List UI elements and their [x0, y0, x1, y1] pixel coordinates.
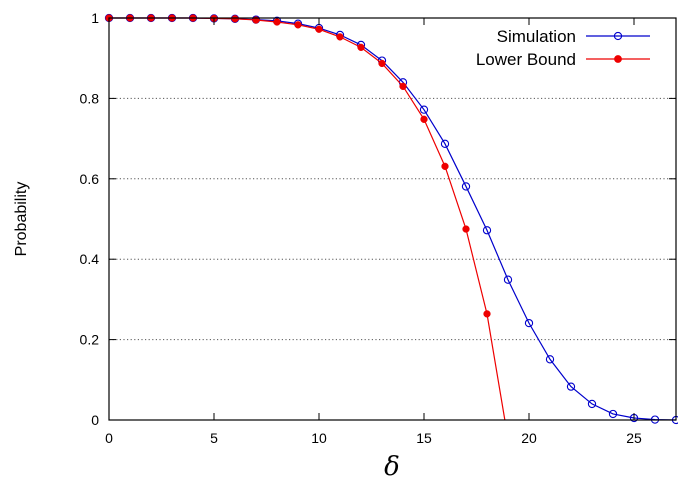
legend-marker [613, 31, 623, 41]
x-tick-label: 10 [311, 430, 327, 446]
x-tick-label: 20 [521, 430, 537, 446]
legend-item: Lower Bound [476, 50, 650, 69]
data-point [608, 409, 618, 419]
data-point [273, 18, 281, 26]
y-tick-label: 0 [91, 412, 99, 428]
data-point [524, 318, 534, 328]
legend-marker [614, 55, 622, 63]
ticks: 00.20.40.60.810 5 10 15 20 25 [80, 10, 676, 446]
legend: Simulation Lower Bound [476, 27, 650, 69]
x-tick-label: 0 [105, 430, 113, 446]
data-point [378, 59, 386, 68]
series-line [109, 17, 506, 421]
x-tick-label: 15 [416, 430, 432, 446]
series-1 [105, 14, 506, 421]
data-point [419, 105, 429, 114]
y-tick-label: 0.4 [80, 251, 100, 267]
data-point [294, 21, 302, 29]
x-tick-label: 5 [210, 430, 218, 446]
legend-item: Simulation [497, 27, 650, 46]
data-point [462, 225, 470, 233]
data-point [545, 355, 555, 364]
data-point [483, 310, 491, 318]
data-point [566, 382, 576, 391]
legend-label: Lower Bound [476, 50, 576, 69]
data-point [482, 226, 492, 235]
data-point [440, 139, 450, 148]
data-point [399, 82, 407, 90]
x-axis-label: δ [384, 452, 400, 482]
y-axis-label: Probability [13, 182, 30, 257]
grid [109, 97, 676, 341]
y-tick-label: 0.2 [80, 332, 100, 348]
data-point [441, 162, 449, 170]
y-tick-label: 1 [91, 10, 99, 26]
series-layer [104, 13, 678, 425]
data-point [503, 275, 513, 284]
plot-frame [108, 17, 677, 421]
data-point [336, 33, 344, 41]
data-point [461, 182, 471, 191]
series-line [109, 17, 677, 421]
y-tick-label: 0.8 [80, 90, 100, 106]
x-tick-label: 25 [626, 430, 642, 446]
data-point [315, 25, 323, 33]
data-point [587, 399, 597, 409]
series-0 [104, 13, 678, 425]
legend-label: Simulation [497, 27, 576, 46]
data-point [231, 15, 239, 23]
data-point [357, 43, 365, 51]
data-point [420, 115, 428, 123]
y-tick-label: 0.6 [80, 171, 100, 187]
